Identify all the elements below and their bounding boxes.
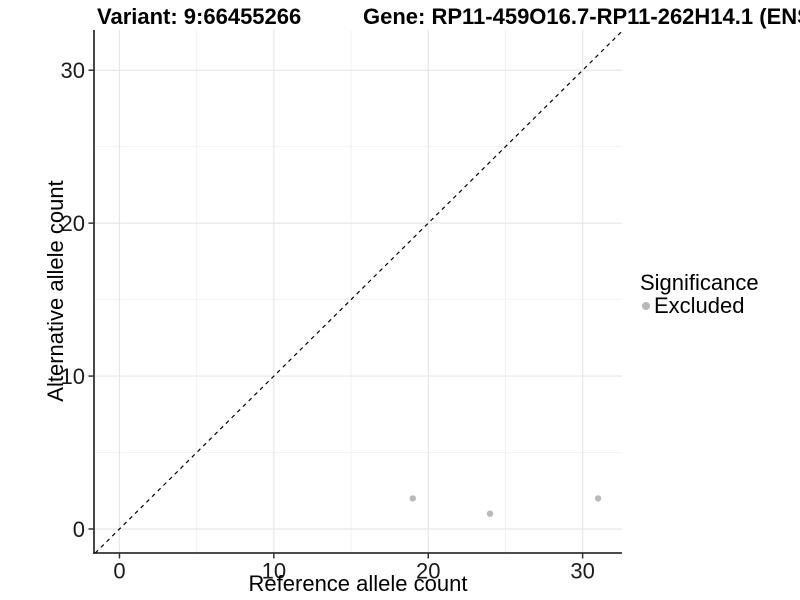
x-axis-tick-label: 10 [262,559,286,584]
legend-item-excluded: Excluded [640,295,759,317]
plot-title-gene: Gene: RP11-459O16.7-RP11-262H14.1 (ENSG0 [363,4,800,29]
data-point [486,510,494,517]
y-axis-tick-label: 10 [61,364,85,389]
identity-reference-line [94,30,623,554]
y-axis-label: Alternative allele count [43,180,68,402]
legend-title: Significance [640,270,759,295]
y-axis-tick-label: 20 [61,211,85,236]
legend-item-label: Excluded [654,293,745,318]
legend-key-dot-icon [642,302,650,310]
y-axis-tick-label: 0 [73,517,85,542]
data-point [594,495,602,502]
y-axis-tick-label: 30 [61,58,85,83]
x-axis-tick-label: 30 [570,559,594,584]
x-axis-tick-label: 0 [113,559,125,584]
x-axis-label: Reference allele count [248,571,468,596]
x-axis-tick-label: 20 [416,559,440,584]
data-point [409,495,417,502]
legend: Significance Excluded [640,272,759,317]
plot-title-variant: Variant: 9:66455266 [97,4,302,29]
